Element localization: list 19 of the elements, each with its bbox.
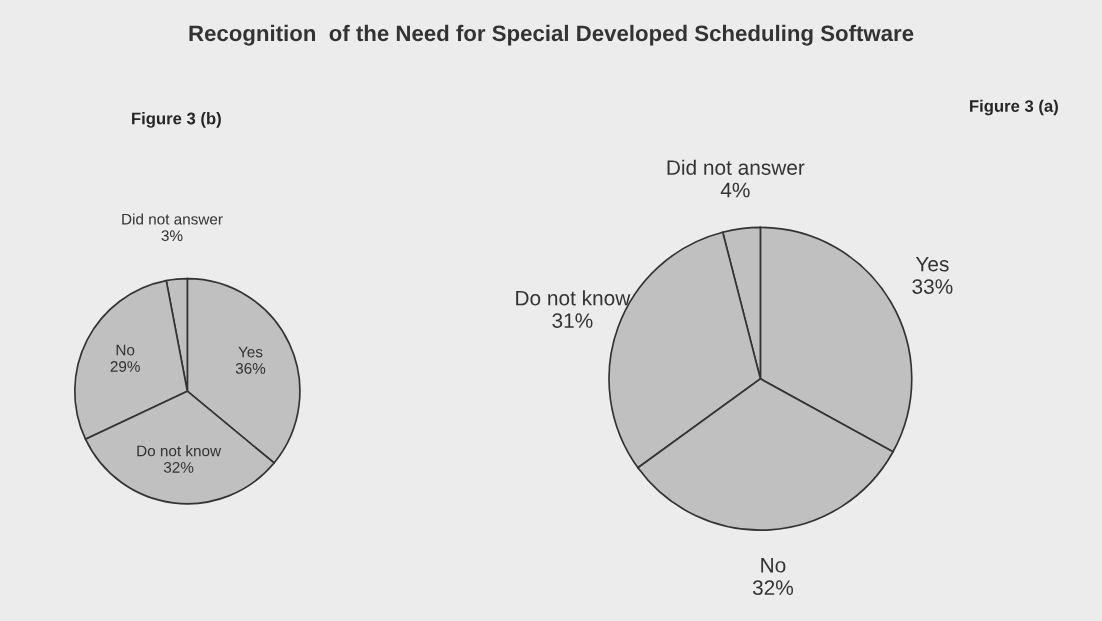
data-label: 4% bbox=[720, 182, 750, 198]
slice-label: No bbox=[116, 344, 135, 356]
slice-label: Did not answer bbox=[667, 159, 805, 175]
data-label: 36% bbox=[235, 363, 266, 374]
data-label: 31% bbox=[552, 313, 593, 328]
slice-label: No bbox=[761, 558, 786, 573]
data-label: 32% bbox=[752, 580, 794, 596]
slice-label: Do not know bbox=[137, 445, 222, 457]
text: Recognition of the Need for Special Developed Scheduling Software bbox=[189, 24, 914, 46]
text: Figure 3 (a) bbox=[970, 99, 1058, 116]
chart-subtitle: Figure 3 (b) bbox=[132, 112, 221, 128]
slice-label: Did not answer bbox=[122, 213, 223, 225]
slice-label: Yes bbox=[915, 256, 949, 272]
slice-label: Do not know bbox=[516, 290, 631, 306]
slice-label: Yes bbox=[238, 346, 263, 358]
data-label: 3% bbox=[161, 230, 183, 242]
data-label: 33% bbox=[912, 279, 953, 294]
data-label: 29% bbox=[110, 361, 140, 372]
data-label: 32% bbox=[163, 461, 194, 473]
